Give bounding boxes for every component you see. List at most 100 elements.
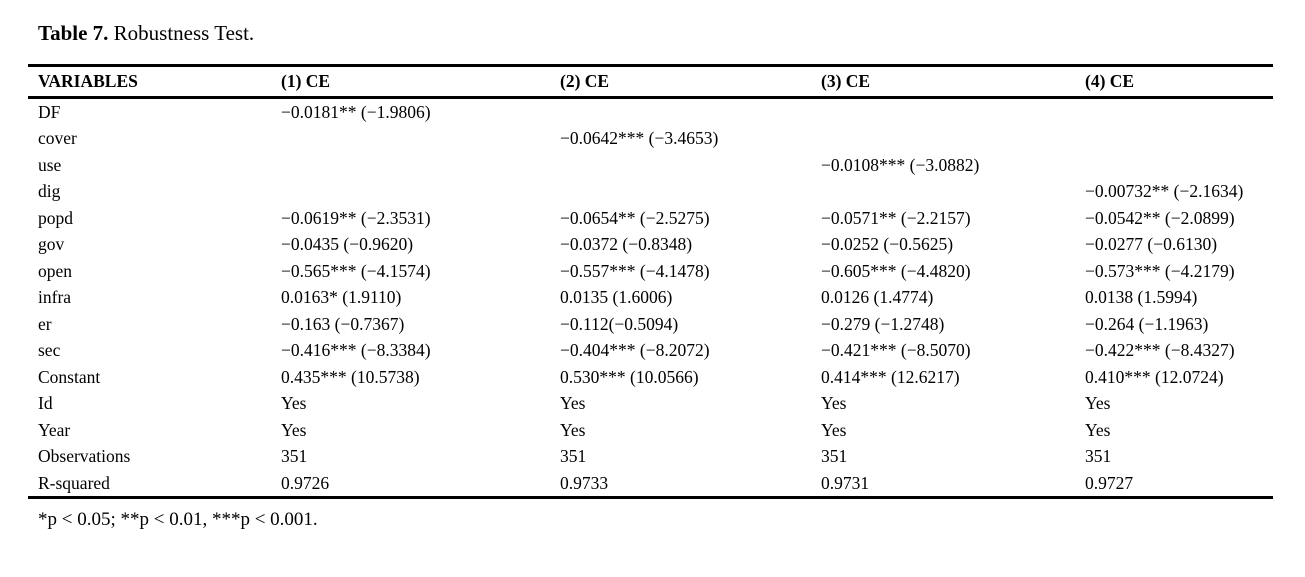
value-cell xyxy=(550,97,811,125)
column-header: (3) CE xyxy=(821,71,871,91)
value-cell xyxy=(811,97,1075,125)
value-cell: −0.421*** (−8.5070) xyxy=(821,340,971,360)
table-row: dig −0.00732** (−2.1634) xyxy=(28,178,1273,205)
value-cell: 0.530*** (10.0566) xyxy=(560,366,699,387)
value-cell: Yes xyxy=(821,393,847,413)
table-row: er −0.163 (−0.7367) −0.112(−0.5094) −0.279 … xyxy=(28,311,1273,338)
variable-cell: sec xyxy=(38,340,61,360)
header-row: VARIABLES (1) CE (2) CE (3) CE (4) CE xyxy=(28,66,1273,97)
table-row: Year Yes Yes Yes Yes xyxy=(28,417,1273,444)
value-cell: Yes xyxy=(281,419,307,440)
table-row: Constant 0.435*** (10.5738) 0.530*** (10.0… xyxy=(28,364,1273,391)
value-cell: 0.414*** (12.6217) xyxy=(821,366,960,387)
table-row: R-squared 0.9726 0.9733 0.9731 0.9727 xyxy=(28,470,1273,498)
table-row: Observations 351 351 351 351 xyxy=(28,443,1273,470)
value-cell: −0.557*** (−4.1478) xyxy=(560,260,710,281)
value-cell: −0.0181** (−1.9806) xyxy=(281,101,431,122)
value-cell: Yes xyxy=(560,393,586,413)
value-cell xyxy=(550,152,811,179)
value-cell: 351 xyxy=(560,446,587,466)
value-cell: −0.605*** (−4.4820) xyxy=(821,260,971,281)
value-cell: −0.0108*** (−3.0882) xyxy=(821,154,980,175)
value-cell xyxy=(811,125,1075,152)
variable-cell: DF xyxy=(38,101,61,122)
variable-cell: popd xyxy=(38,207,73,228)
value-cell: 0.410*** (12.0724) xyxy=(1085,366,1224,387)
value-cell xyxy=(1075,152,1273,179)
value-cell: 0.0135 (1.6006) xyxy=(560,287,673,307)
variable-cell: Year xyxy=(38,419,71,440)
significance-footnote: *p < 0.05; **p < 0.01, ***p < 0.001. xyxy=(38,509,318,530)
table-row: open −0.565*** (−4.1574) −0.557*** (−4.147… xyxy=(28,258,1273,285)
paper-page: Table 7. Robustness Test. VARIABLES (1) C… xyxy=(28,20,1275,530)
variable-cell: infra xyxy=(38,287,72,307)
variable-cell: dig xyxy=(38,181,61,201)
table-title-label: Table 7. xyxy=(38,21,109,45)
variable-cell: er xyxy=(38,313,52,334)
table-row: sec −0.416*** (−8.3384) −0.404*** (−8.2072… xyxy=(28,337,1273,364)
value-cell xyxy=(1075,125,1273,152)
value-cell: −0.0542** (−2.0899) xyxy=(1085,207,1235,228)
value-cell: 0.0138 (1.5994) xyxy=(1085,287,1198,307)
value-cell: −0.0372 (−0.8348) xyxy=(560,234,693,254)
value-cell xyxy=(1075,97,1273,125)
value-cell: 351 xyxy=(1085,446,1112,466)
value-cell: −0.565*** (−4.1574) xyxy=(281,260,431,281)
variable-cell: Observations xyxy=(38,446,131,466)
value-cell: −0.0619** (−2.3531) xyxy=(281,207,431,228)
value-cell: −0.422*** (−8.4327) xyxy=(1085,340,1235,360)
value-cell: −0.0571** (−2.2157) xyxy=(821,207,971,228)
table-row: popd −0.0619** (−2.3531) −0.0654** (−2.527… xyxy=(28,205,1273,232)
value-cell: −0.573*** (−4.2179) xyxy=(1085,260,1235,281)
value-cell: 0.435*** (10.5738) xyxy=(281,366,420,387)
value-cell: −0.112(−0.5094) xyxy=(560,313,679,334)
value-cell: −0.0277 (−0.6130) xyxy=(1085,234,1218,254)
column-header: (1) CE xyxy=(281,71,331,91)
value-cell xyxy=(271,178,550,205)
value-cell: 351 xyxy=(281,446,308,466)
table-row: gov −0.0435 (−0.9620) −0.0372 (−0.8348) −0.… xyxy=(28,231,1273,258)
variable-cell: Constant xyxy=(38,366,101,387)
variable-cell: Id xyxy=(38,393,53,413)
value-cell: −0.0435 (−0.9620) xyxy=(281,234,414,254)
table-row: DF −0.0181** (−1.9806) xyxy=(28,97,1273,125)
value-cell: −0.0252 (−0.5625) xyxy=(821,234,954,254)
variable-cell: R-squared xyxy=(38,472,110,493)
value-cell: −0.00732** (−2.1634) xyxy=(1085,181,1244,201)
table-title: Table 7. Robustness Test. xyxy=(38,20,1275,47)
robustness-table: VARIABLES (1) CE (2) CE (3) CE (4) CE DF −0.0… xyxy=(28,64,1273,499)
value-cell: −0.264 (−1.1963) xyxy=(1085,313,1209,334)
value-cell: 0.9726 xyxy=(281,472,330,493)
value-cell: 0.9727 xyxy=(1085,472,1134,493)
table-row: cover −0.0642*** (−3.4653) xyxy=(28,125,1273,152)
value-cell: Yes xyxy=(281,393,307,413)
value-cell: Yes xyxy=(1085,393,1111,413)
value-cell xyxy=(811,178,1075,205)
column-header: (2) CE xyxy=(560,71,610,91)
value-cell: Yes xyxy=(560,419,586,440)
variable-cell: use xyxy=(38,154,62,175)
value-cell xyxy=(271,125,550,152)
variable-cell: open xyxy=(38,260,73,281)
value-cell: −0.163 (−0.7367) xyxy=(281,313,405,334)
value-cell: −0.416*** (−8.3384) xyxy=(281,340,431,360)
table-title-text: Robustness Test. xyxy=(113,21,255,45)
value-cell xyxy=(271,152,550,179)
value-cell: 351 xyxy=(821,446,848,466)
value-cell xyxy=(550,178,811,205)
table-row: Id Yes Yes Yes Yes xyxy=(28,390,1273,417)
value-cell: −0.279 (−1.2748) xyxy=(821,313,945,334)
value-cell: 0.0163* (1.9110) xyxy=(281,287,402,307)
value-cell: 0.0126 (1.4774) xyxy=(821,287,934,307)
value-cell: −0.404*** (−8.2072) xyxy=(560,340,710,360)
table-row: use −0.0108*** (−3.0882) xyxy=(28,152,1273,179)
value-cell: Yes xyxy=(1085,419,1111,440)
value-cell: Yes xyxy=(821,419,847,440)
variable-cell: gov xyxy=(38,234,65,254)
value-cell: −0.0654** (−2.5275) xyxy=(560,207,710,228)
value-cell: 0.9731 xyxy=(821,472,870,493)
column-header: VARIABLES xyxy=(38,71,138,91)
value-cell: 0.9733 xyxy=(560,472,609,493)
variable-cell: cover xyxy=(38,128,77,148)
column-header: (4) CE xyxy=(1085,71,1135,91)
